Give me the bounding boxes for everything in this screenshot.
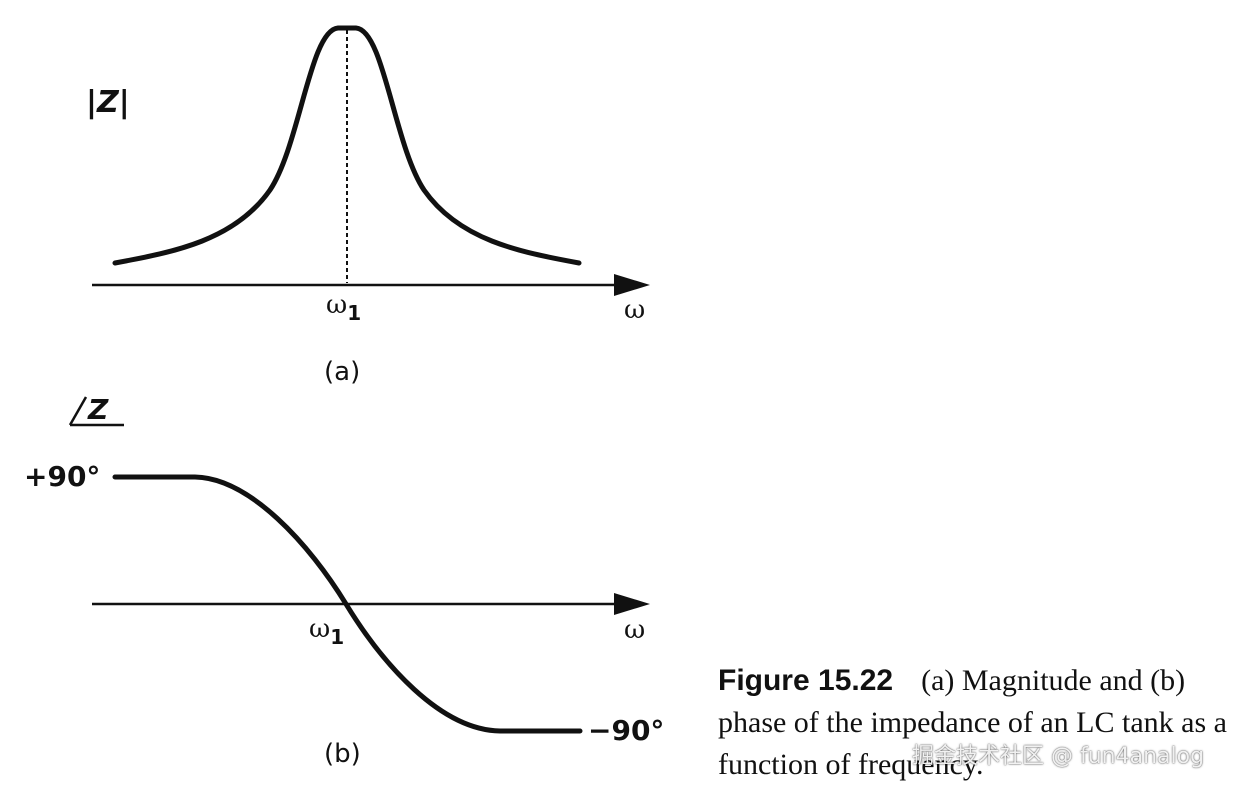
crossing-frequency-label: ω1	[309, 614, 344, 649]
magnitude-x-label: ω	[624, 295, 645, 325]
phase-bottom-value: −90°	[588, 714, 664, 747]
resonance-frequency-label: ω1	[326, 290, 361, 325]
figure-caption: Figure 15.22 (a) Magnitude and (b) phase …	[718, 660, 1258, 786]
phase-y-label: Z	[87, 393, 109, 426]
phase-curve	[112, 474, 583, 734]
panel-b-label: (b)	[324, 739, 361, 769]
magnitude-curve	[112, 25, 582, 266]
figure-number: Figure 15.22	[718, 664, 894, 697]
magnitude-y-label: |Z|	[86, 85, 130, 120]
caption-text: (a) Magnitude and (b) phase of the imped…	[718, 664, 1227, 781]
magnitude-plot: |Z| ω1 ω (a)	[86, 25, 650, 387]
phase-top-value: +90°	[24, 460, 100, 493]
phase-plot: Z +90° ω1 ω −90° (b)	[24, 393, 664, 769]
phase-axis-arrow-icon	[614, 593, 650, 615]
magnitude-axis-arrow-icon	[614, 274, 650, 296]
panel-a-label: (a)	[324, 357, 360, 387]
phase-x-label: ω	[624, 615, 645, 645]
phase-symbol-slash	[68, 396, 88, 426]
watermark: 掘金技术社区 @ fun4analog	[912, 744, 1205, 769]
